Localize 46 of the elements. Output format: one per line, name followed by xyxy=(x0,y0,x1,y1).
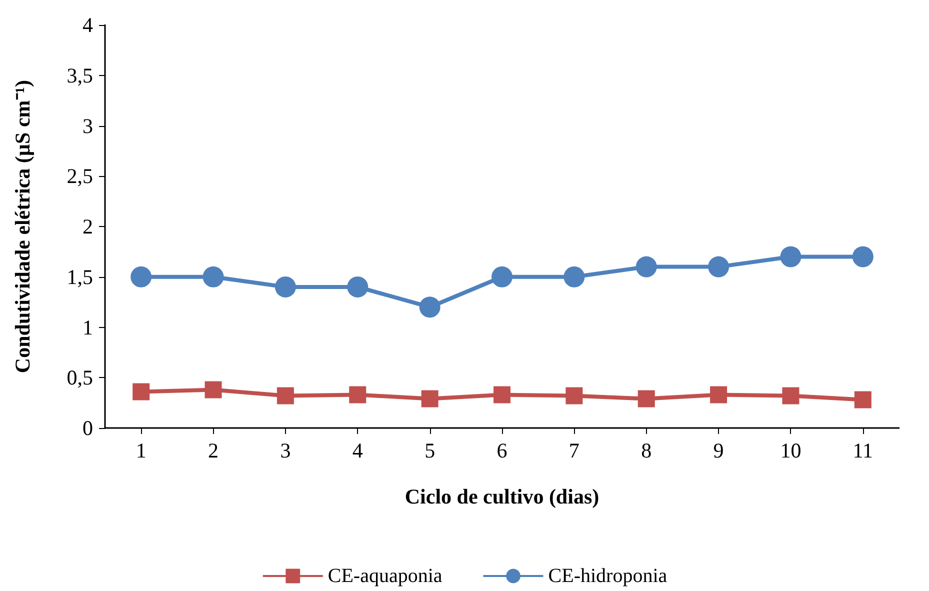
point xyxy=(852,246,874,268)
x-tick-label: 7 xyxy=(568,438,580,462)
point xyxy=(638,390,655,408)
point xyxy=(564,266,585,288)
point xyxy=(276,387,294,404)
y-tick-label: 1,5 xyxy=(66,264,93,289)
point xyxy=(494,386,510,404)
x-tick-label: 1 xyxy=(136,438,146,462)
point xyxy=(780,246,802,268)
y-tick-label: 3,5 xyxy=(66,63,93,88)
point xyxy=(130,266,152,288)
point xyxy=(421,390,438,408)
point xyxy=(202,266,224,288)
x-tick-label: 3 xyxy=(280,438,291,462)
x-axis-title: Ciclo de cultivo (dias) xyxy=(404,484,600,508)
y-axis-title: Condutividade elétrica (µS cm⁻¹) xyxy=(10,80,34,374)
legend-label: CE-hidroponia xyxy=(548,565,668,587)
point xyxy=(347,276,368,298)
point xyxy=(204,381,222,398)
y-tick-label: 3 xyxy=(82,114,93,138)
y-tick-label: 1 xyxy=(82,315,93,340)
point xyxy=(566,387,583,404)
x-tick-label: 9 xyxy=(713,438,724,462)
point xyxy=(708,256,730,278)
y-tick-label: 0,5 xyxy=(66,366,93,390)
x-tick-label: 5 xyxy=(424,438,436,462)
legend-label: CE-aquaponia xyxy=(328,565,442,587)
point xyxy=(419,296,440,318)
point xyxy=(710,386,728,404)
y-tick-label: 0 xyxy=(82,416,93,440)
x-tick-label: 11 xyxy=(852,438,874,462)
point xyxy=(492,266,512,288)
y-tick-label: 2 xyxy=(82,214,93,238)
point xyxy=(854,391,872,408)
point xyxy=(782,387,800,404)
point xyxy=(636,256,657,278)
x-tick-label: 6 xyxy=(496,438,508,462)
point xyxy=(349,386,366,404)
x-tick-label: 8 xyxy=(641,438,652,462)
point xyxy=(132,383,150,400)
point xyxy=(274,276,296,298)
y-tick-label: 2,5 xyxy=(66,164,93,188)
y-tick-label: 4 xyxy=(82,13,94,37)
x-tick-label: 4 xyxy=(352,438,364,462)
x-tick-label: 2 xyxy=(208,438,219,462)
x-tick-label: 10 xyxy=(780,438,802,462)
